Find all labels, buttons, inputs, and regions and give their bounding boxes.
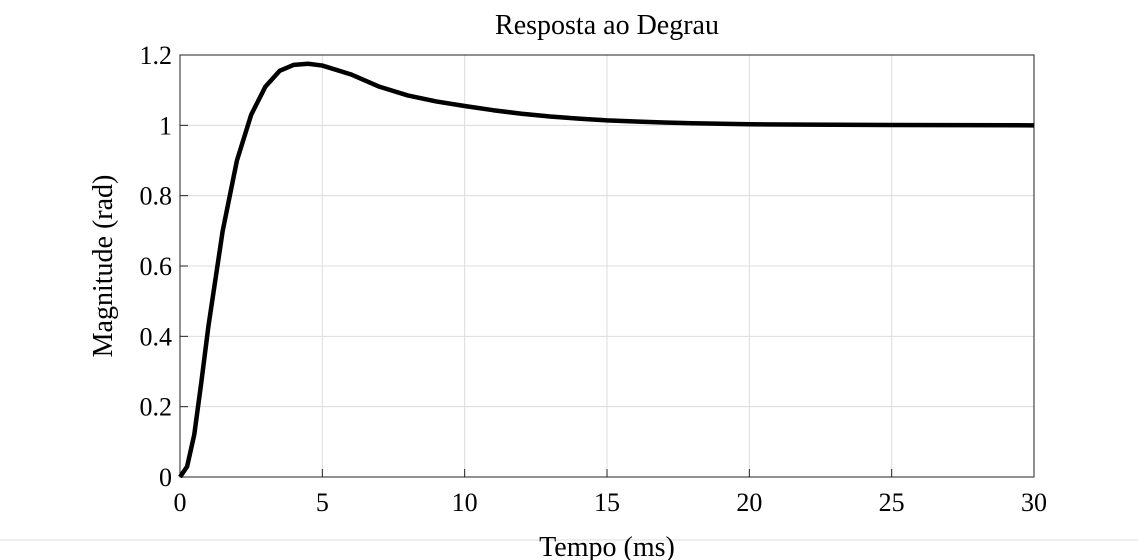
- y-tick-label: 1.2: [140, 41, 173, 70]
- y-axis-label: Magnitude (rad): [88, 175, 119, 358]
- chart-title: Resposta ao Degrau: [495, 10, 719, 41]
- y-tick-label: 0.2: [140, 393, 173, 422]
- x-tick-label: 30: [1021, 488, 1047, 517]
- x-tick-label: 25: [879, 488, 905, 517]
- x-tick-label: 5: [316, 488, 329, 517]
- x-tick-label: 15: [594, 488, 620, 517]
- x-tick-label: 0: [174, 488, 187, 517]
- y-tick-label: 0: [159, 463, 172, 492]
- y-tick-label: 0.4: [140, 322, 173, 351]
- plot-frame: [179, 54, 1035, 478]
- y-tick-label: 0.6: [140, 252, 173, 281]
- x-tick-label: 10: [452, 488, 478, 517]
- x-tick-label: 20: [736, 488, 762, 517]
- y-tick-label: 0.8: [140, 182, 173, 211]
- data-line: [178, 61, 1035, 479]
- x-axis-label: Tempo (ms): [539, 532, 675, 560]
- y-tick-label: 1: [159, 111, 172, 140]
